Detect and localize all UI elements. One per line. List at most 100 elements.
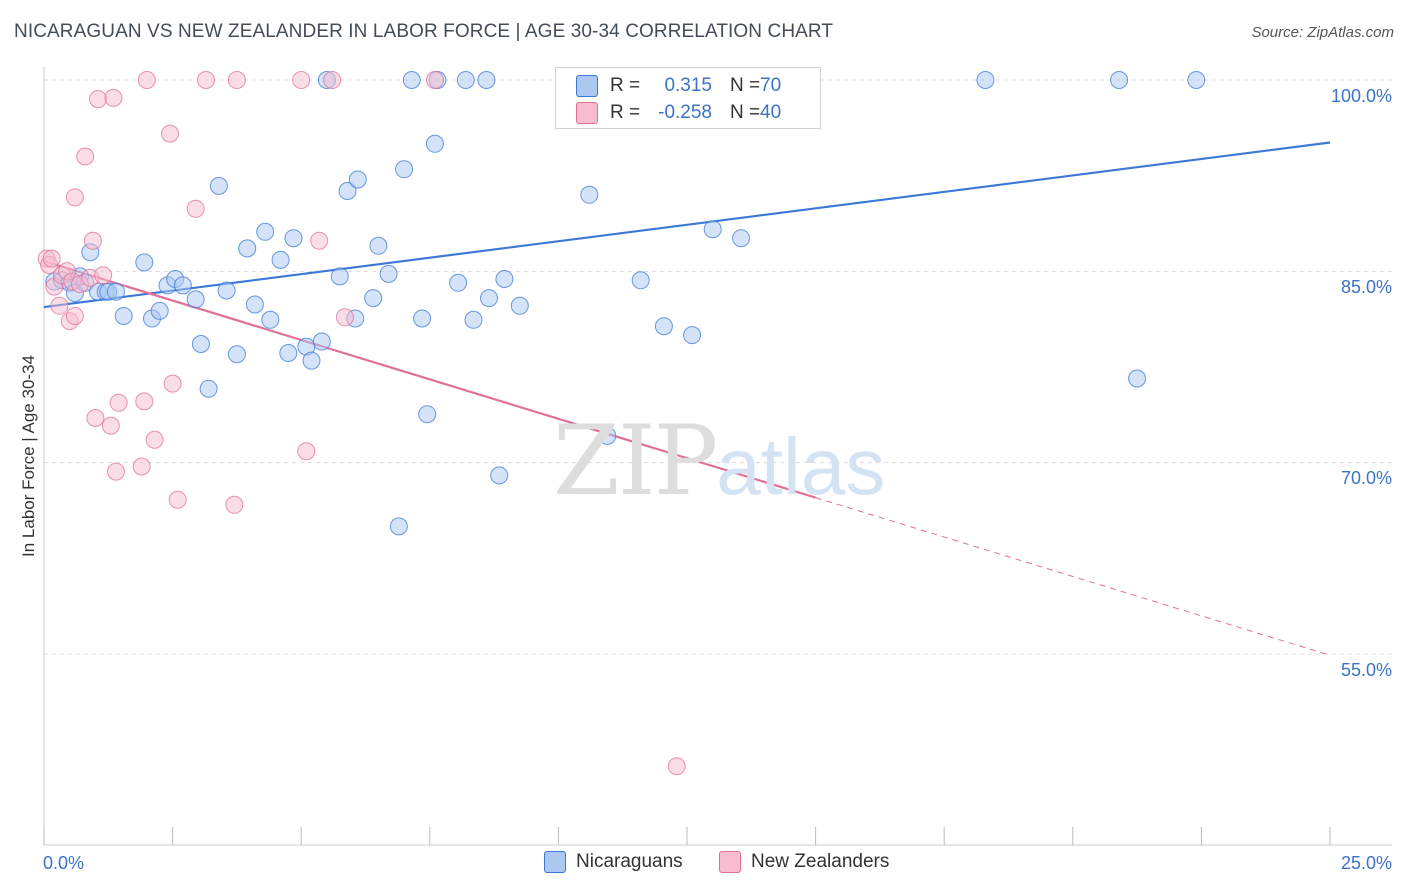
new-zealander-point (132, 457, 151, 476)
legend-label: New Zealanders (751, 851, 890, 872)
new-zealander-point (137, 71, 156, 89)
n-value: 40 (760, 102, 782, 123)
trend-line-new-zealanders (43, 260, 816, 499)
nicaraguan-point (395, 160, 414, 179)
new-zealander-point (145, 430, 164, 449)
nicaraguan-point (364, 289, 383, 308)
legend-item-new-zealanders[interactable]: New Zealanders (719, 851, 889, 873)
new-zealander-point (335, 308, 354, 327)
watermark: ZIPatlas (553, 405, 885, 517)
new-zealander-point (197, 71, 215, 89)
new-zealander-point (76, 147, 95, 166)
new-zealander-point (297, 442, 316, 461)
grid-lines (44, 79, 1392, 655)
nicaraguan-point (402, 71, 421, 89)
nicaraguan-point (256, 222, 275, 241)
stats-legend: R = 0.315 N = 70 R = -0.258 N = 40 (555, 67, 821, 129)
n-label: N = (730, 102, 761, 123)
nicaraguan-point (279, 344, 298, 362)
nicaraguan-point (217, 281, 236, 300)
nicaraguan-point (238, 239, 257, 258)
stats-legend-row-new-zealanders: R = -0.258 N = 40 (576, 100, 781, 126)
nicaraguan-point (271, 250, 290, 269)
nicaraguan-point (477, 71, 496, 89)
new-zealander-point (94, 266, 113, 285)
new-zealander-point (50, 296, 69, 315)
new-zealanders-swatch (719, 851, 741, 873)
new-zealander-point (227, 71, 246, 89)
new-zealander-point (42, 249, 61, 268)
y-tick-label: 100.0% (1330, 86, 1392, 106)
nicaraguan-point (330, 267, 349, 286)
new-zealander-point (101, 416, 120, 435)
new-zealander-point (310, 231, 329, 250)
nicaraguan-point (191, 335, 210, 353)
legend-label: Nicaraguans (576, 851, 683, 872)
nicaraguan-point (107, 282, 125, 301)
nicaraguan-point (338, 182, 357, 200)
new-zealander-point (135, 392, 154, 411)
nicaraguan-point (186, 290, 205, 309)
nicaraguan-point (449, 273, 468, 292)
chart-source: Source: ZipAtlas.com (1251, 24, 1394, 41)
nicaraguan-point (379, 264, 398, 283)
new-zealander-point (168, 490, 187, 509)
new-zealander-point (161, 124, 179, 143)
y-axis-label: In Labor Force | Age 30-34 (19, 355, 38, 557)
nicaraguan-point (598, 426, 617, 445)
new-zealander-point (186, 199, 205, 218)
y-tick-label: 85.0% (1340, 277, 1392, 297)
trend-line-nicaraguans (43, 141, 1331, 309)
chart-title: NICARAGUAN VS NEW ZEALANDER IN LABOR FOR… (14, 21, 834, 42)
new-zealander-point (86, 409, 105, 427)
nicaraguan-point (1187, 71, 1206, 89)
nicaraguan-point (209, 176, 228, 195)
axes (43, 67, 1392, 846)
r-label: R = (610, 75, 641, 96)
nicaraguan-point (464, 310, 483, 329)
nicaraguan-point (732, 229, 750, 248)
new-zealander-point (65, 307, 84, 325)
scatter-points (37, 71, 1206, 776)
nicaraguan-point (703, 220, 722, 239)
nicaraguans-swatch (576, 75, 598, 97)
trend-lines (43, 141, 1331, 656)
nicaraguan-point (261, 310, 280, 329)
nicaraguans-swatch (544, 851, 566, 873)
y-tick-label: 55.0% (1340, 660, 1392, 680)
new-zealander-point (323, 71, 342, 89)
trend-line-new-zealanders-extension (815, 497, 1331, 656)
y-tick-label: 70.0% (1340, 468, 1392, 488)
nicaraguan-point (456, 71, 475, 89)
nicaraguan-point (1110, 71, 1129, 89)
n-value: 70 (760, 75, 782, 96)
new-zealander-point (425, 71, 444, 89)
nicaraguan-point (173, 276, 192, 295)
new-zealander-point (65, 188, 84, 207)
new-zealander-point (104, 88, 123, 107)
new-zealander-point (667, 757, 686, 776)
nicaraguan-point (302, 351, 321, 370)
nicaraguan-point (227, 345, 246, 364)
nicaraguan-point (976, 71, 995, 89)
nicaraguan-point (369, 236, 388, 255)
x-tick-label-min: 0.0% (43, 853, 85, 873)
nicaraguan-point (199, 379, 218, 398)
series-legend: Nicaraguans New Zealanders (0, 851, 1406, 877)
nicaraguan-point (312, 332, 331, 351)
r-value: 0.315 (664, 75, 712, 96)
new-zealander-point (83, 231, 102, 250)
nicaraguan-point (389, 517, 408, 536)
nicaraguan-point (490, 466, 509, 485)
legend-item-nicaraguans[interactable]: Nicaraguans (544, 851, 683, 873)
new-zealander-point (109, 393, 128, 412)
nicaraguan-point (425, 134, 444, 153)
new-zealander-point (89, 90, 107, 109)
new-zealander-point (107, 462, 125, 481)
n-label: N = (730, 75, 761, 96)
nicaraguan-point (135, 253, 154, 272)
r-label: R = (610, 102, 641, 123)
nicaraguan-point (1128, 369, 1147, 388)
nicaraguan-point (418, 405, 437, 424)
